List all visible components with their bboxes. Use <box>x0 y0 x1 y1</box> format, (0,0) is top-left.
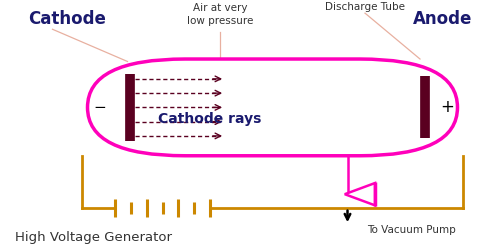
Text: +: + <box>440 98 454 116</box>
Text: High Voltage Generator: High Voltage Generator <box>15 231 172 244</box>
Polygon shape <box>345 183 375 205</box>
Text: To Vacuum Pump: To Vacuum Pump <box>368 225 456 235</box>
Text: Air at very
low pressure: Air at very low pressure <box>187 3 253 26</box>
Text: Discharge Tube: Discharge Tube <box>325 2 405 12</box>
Text: Cathode rays: Cathode rays <box>158 112 262 126</box>
Text: −: − <box>94 100 106 115</box>
Text: Cathode: Cathode <box>28 10 106 28</box>
FancyBboxPatch shape <box>88 59 458 156</box>
Text: Anode: Anode <box>413 10 472 28</box>
